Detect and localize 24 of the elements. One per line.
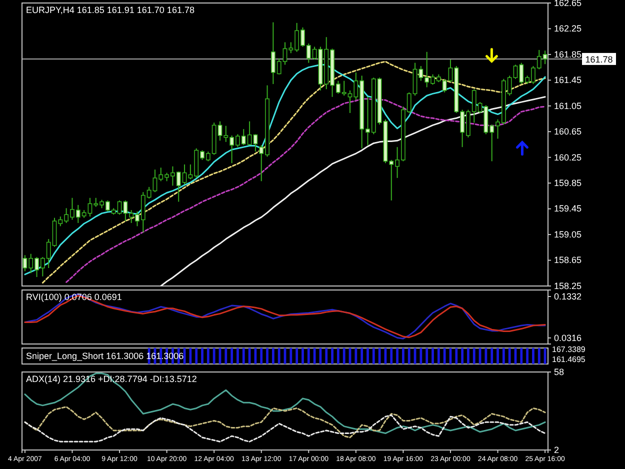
y-tick-label: 159.45 xyxy=(554,204,582,214)
text: 167.3389 xyxy=(552,345,586,354)
y-tick-label: 159.85 xyxy=(554,178,582,188)
y-tick-label: 160.65 xyxy=(554,126,582,137)
y-tick-label: 58 xyxy=(554,366,564,377)
y-tick-label: 159.05 xyxy=(554,229,582,240)
y-tick-label: 158.25 xyxy=(554,280,582,291)
y-tick-label: 161.05 xyxy=(554,100,582,111)
y-tick-label: 161.45 xyxy=(554,75,582,86)
y-tick-label: 0.0316 xyxy=(554,332,582,343)
line-series xyxy=(24,372,546,434)
y-tick-label: 162.65 xyxy=(554,0,582,8)
y-tick-label: 161.85 xyxy=(554,49,582,60)
line-series xyxy=(66,98,546,283)
y-tick-label: 2 xyxy=(554,444,560,455)
y-tick-label: 158.65 xyxy=(554,255,582,266)
chart-title: EURJPY,H4 161.85 161.91 161.70 161.78 xyxy=(26,5,194,15)
line-series xyxy=(24,414,546,442)
y-tick-label: 160.25 xyxy=(554,152,582,162)
text: 161.4695 xyxy=(552,355,586,364)
ref-line-label: 161.78 xyxy=(585,54,613,64)
line-series xyxy=(160,96,546,286)
y-tick-label: 162.25 xyxy=(554,24,582,34)
y-tick-label: 0.1332 xyxy=(554,291,582,302)
